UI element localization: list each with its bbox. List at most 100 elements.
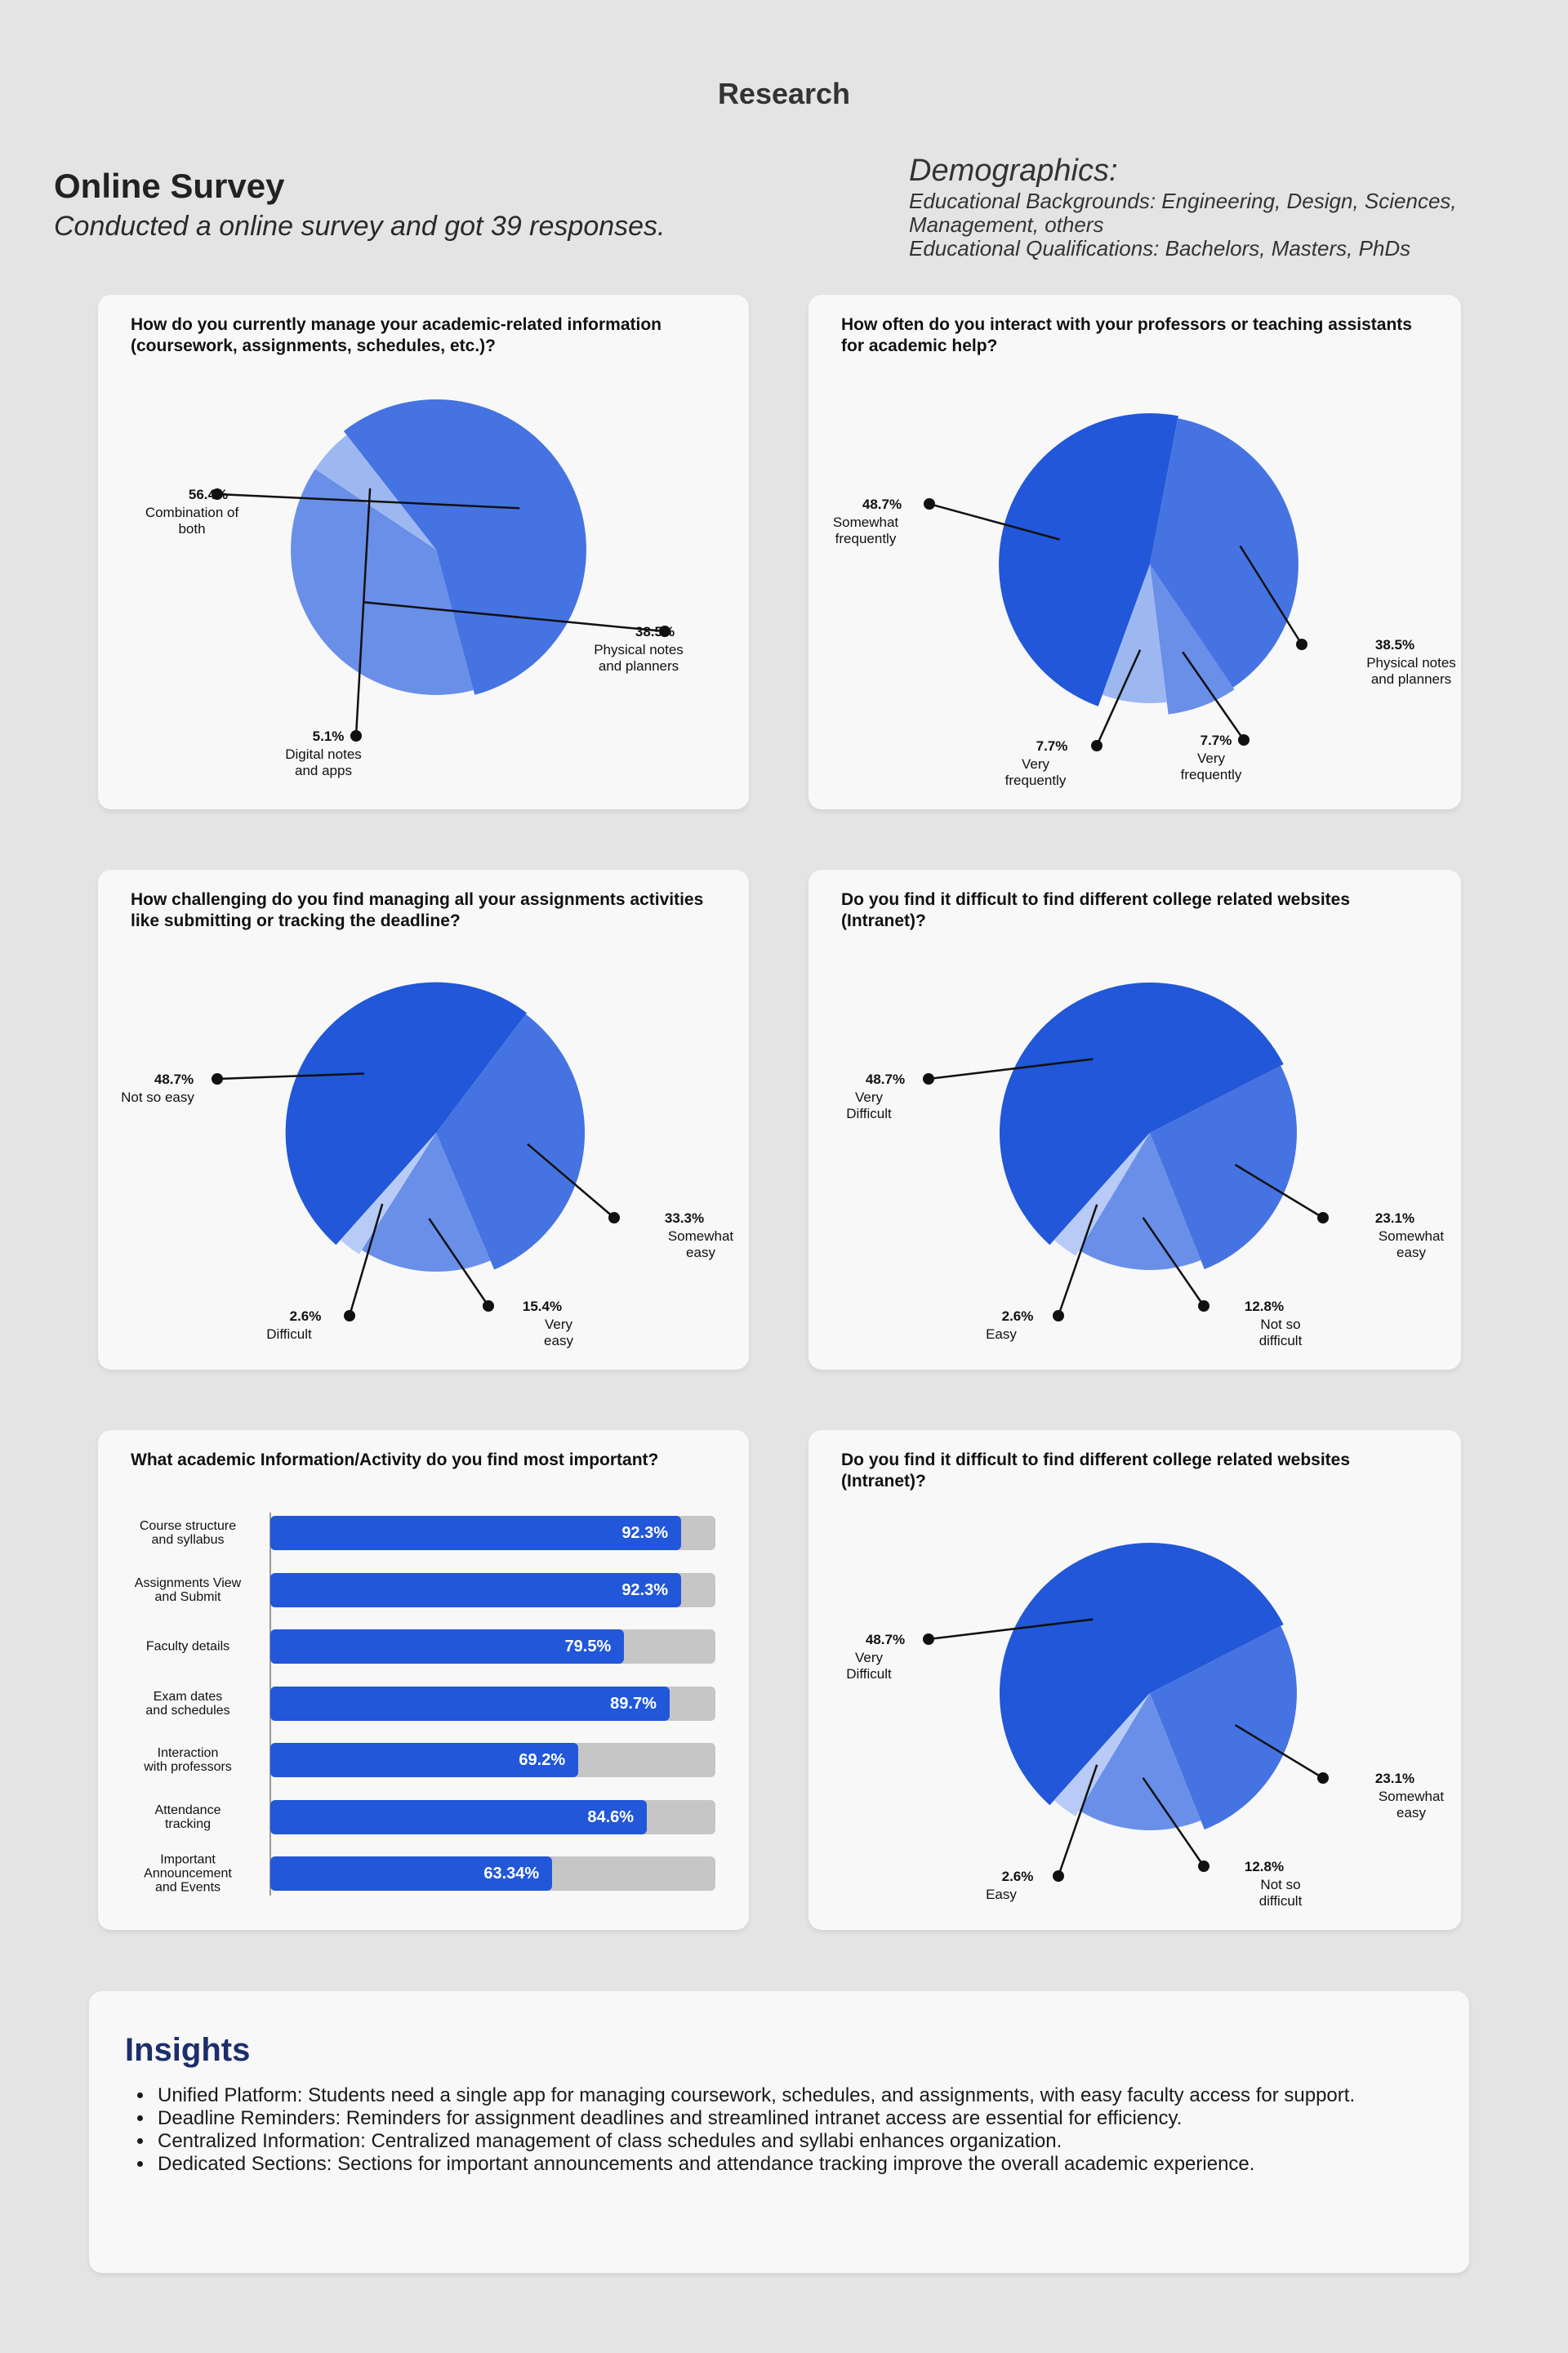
pie-slice [999, 982, 1284, 1246]
leader-dot [659, 626, 670, 637]
bar-row: Interaction with professors 69.2% [98, 1740, 751, 1780]
leader-line [1057, 1764, 1098, 1877]
pie-category-label: and apps [295, 763, 352, 778]
leader-dot [1091, 740, 1102, 751]
pie-value-label: 38.5% [635, 624, 675, 639]
leader-dot [212, 1073, 223, 1085]
leader-line [1142, 1217, 1205, 1307]
demographics: Demographics: Educational Backgrounds: E… [909, 152, 1530, 261]
bar-category-label: Assignments View and Submit [134, 1575, 242, 1604]
bar-value-label: 63.34% [483, 1865, 540, 1883]
leader-line [1234, 1724, 1324, 1780]
bar-track: 92.3% [270, 1516, 715, 1550]
leader-line [428, 1218, 490, 1307]
bar-value-label: 89.7% [610, 1694, 657, 1713]
leader-line [929, 502, 1060, 541]
leader-line [1239, 545, 1303, 645]
bar-category-label: Attendance tracking [154, 1803, 221, 1831]
insight-item: Deadline Reminders: Reminders for assign… [154, 2107, 1445, 2130]
pie-category-label: Not so [1260, 1877, 1300, 1892]
bar-row: Course structure and syllabus 92.3% [98, 1513, 751, 1553]
bar: 89.7% [270, 1686, 670, 1721]
bar-row: Assignments View and Submit 92.3% [98, 1570, 751, 1611]
insights-list: Unified Platform: Students need a single… [133, 2084, 1445, 2176]
chart-card-important-info: What academic Information/Activity do yo… [98, 1430, 749, 1930]
leader-line [1057, 1204, 1098, 1317]
bar-track: 79.5% [270, 1629, 715, 1664]
bar: 63.34% [270, 1856, 553, 1891]
leader-line [354, 488, 372, 737]
bar-value-label: 69.2% [519, 1751, 566, 1769]
bar-category-label: Faculty details [145, 1639, 230, 1654]
pie-category-label: Somewhat [668, 1228, 734, 1244]
insights-card: Insights Unified Platform: Students need… [89, 1991, 1469, 2273]
pie-slice [999, 412, 1178, 706]
leader-line [928, 1058, 1094, 1081]
bar-track: 89.7% [270, 1686, 715, 1721]
pie-value-label: 2.6% [1002, 1869, 1034, 1884]
pie-slice [1054, 1693, 1150, 1816]
pie-value-label: 48.7% [866, 1072, 905, 1087]
bar-value-label: 92.3% [621, 1580, 669, 1599]
pie-slice [1150, 1625, 1297, 1830]
pie-value-label: 56.4% [189, 487, 228, 502]
pie-category-label: Very [855, 1650, 884, 1665]
bar-track: 63.34% [270, 1856, 715, 1891]
leader-line [527, 1143, 615, 1219]
pie-value-label: 48.7% [866, 1632, 905, 1647]
leader-dot [1317, 1212, 1329, 1223]
pie-value-label: 15.4% [523, 1299, 562, 1314]
pie-chart: 48.7%Not so easy33.3%Somewhateasy15.4%Ve… [121, 982, 734, 1348]
leader-dot [350, 730, 362, 742]
bar: 79.5% [270, 1629, 625, 1664]
leader-dot [1198, 1300, 1209, 1312]
demographics-line: Management, others [909, 212, 1104, 237]
pie-category-label: and planners [599, 658, 679, 674]
survey-subtitle: Conducted a online survey and got 39 res… [54, 211, 666, 242]
chart-card-intranet-difficulty: Do you find it difficult to find differe… [808, 870, 1461, 1370]
pie-category-label: Easy [986, 1326, 1017, 1342]
bar-row: Exam dates and schedules 89.7% [98, 1683, 751, 1724]
pie-slice [285, 982, 527, 1246]
leader-dot [483, 1300, 494, 1312]
leader-dot [923, 1073, 934, 1085]
bar-track: 84.6% [270, 1799, 715, 1834]
pie-category-label: Not so easy [121, 1090, 194, 1105]
leader-dot [923, 1633, 934, 1645]
pie-value-label: 5.1% [313, 729, 345, 744]
bar-category-label: Important Announcement and Events [144, 1852, 232, 1895]
pie-slice [1150, 1065, 1297, 1270]
bar-value-label: 79.5% [564, 1638, 612, 1656]
survey-title: Online Survey [54, 167, 285, 205]
chart-card-assignment-challenge: How challenging do you find managing all… [98, 870, 749, 1370]
chart-card-intranet-difficulty-2: Do you find it difficult to find differe… [808, 1430, 1461, 1930]
leader-line [1095, 649, 1142, 746]
leader-line [363, 601, 666, 633]
pie-category-label: Easy [986, 1887, 1017, 1902]
pie-value-label: 23.1% [1375, 1210, 1414, 1226]
pie-category-label: difficult [1259, 1893, 1303, 1909]
pie-value-label: 23.1% [1375, 1771, 1414, 1786]
pie-label: 2.6% Easy [986, 1308, 1033, 1342]
pie-category-label: Somewhat [833, 515, 899, 530]
leader-dot [1198, 1861, 1209, 1872]
demographics-line: Educational Backgrounds: Engineering, De… [909, 189, 1457, 213]
insight-item: Unified Platform: Students need a single… [154, 2084, 1445, 2107]
leader-line [348, 1203, 384, 1317]
leader-dot [924, 498, 935, 510]
chart-question: Do you find it difficult to find differe… [841, 890, 1351, 930]
pie-slice [1102, 564, 1167, 703]
pie-slice [1054, 1133, 1150, 1256]
